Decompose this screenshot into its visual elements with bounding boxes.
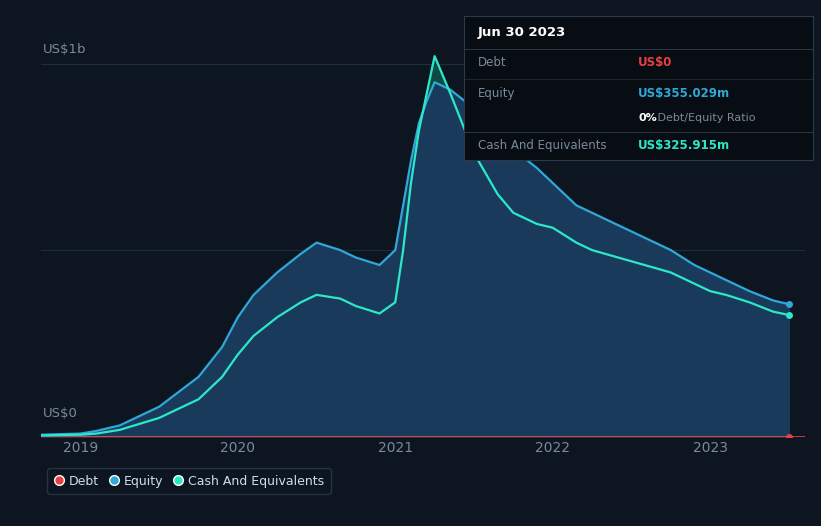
Text: Jun 30 2023: Jun 30 2023 [478, 26, 566, 39]
Text: Debt/Equity Ratio: Debt/Equity Ratio [654, 113, 755, 123]
Text: US$0: US$0 [639, 56, 672, 69]
Text: US$325.915m: US$325.915m [639, 139, 731, 151]
Text: US$0: US$0 [44, 407, 78, 420]
Text: Equity: Equity [478, 87, 516, 99]
Text: Debt: Debt [478, 56, 507, 69]
Text: Cash And Equivalents: Cash And Equivalents [478, 139, 607, 151]
Legend: Debt, Equity, Cash And Equivalents: Debt, Equity, Cash And Equivalents [48, 469, 331, 494]
Text: US$355.029m: US$355.029m [639, 87, 731, 99]
Text: US$1b: US$1b [44, 43, 87, 56]
Text: 0%: 0% [639, 113, 657, 123]
